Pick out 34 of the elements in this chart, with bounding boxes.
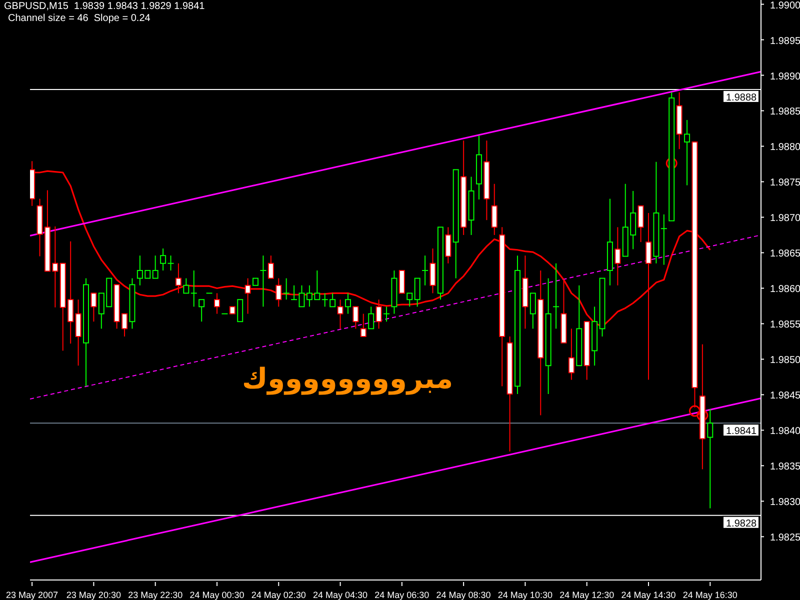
x-tick-label: 23 May 22:30 — [128, 590, 183, 600]
y-tick-label: 1.9890 — [770, 71, 800, 82]
x-tick-label: 24 May 02:30 — [251, 590, 306, 600]
x-tick-label: 24 May 16:30 — [682, 590, 738, 600]
x-tick-label: 24 May 10:30 — [498, 590, 552, 600]
x-tick-label: 23 May 2007 — [6, 590, 58, 600]
y-tick-label: 1.9870 — [770, 213, 800, 224]
x-tick-label: 24 May 06:30 — [374, 590, 430, 600]
x-tick-label: 24 May 08:30 — [436, 590, 491, 600]
x-tick-label: 24 May 12:30 — [560, 590, 614, 600]
y-tick-label: 1.9900 — [770, 0, 800, 12]
x-tick-label: 24 May 00:30 — [190, 590, 244, 600]
y-tick-label: 1.9895 — [770, 36, 800, 47]
annotation: Channel size = 46 Slope = 0.24 — [8, 13, 150, 24]
y-tick-label: 1.9830 — [770, 497, 800, 508]
x-tick-label: 24 May 04:30 — [313, 590, 368, 600]
y-tick-label: 1.9875 — [770, 178, 800, 189]
ref-line-label: 1.9841 — [726, 426, 758, 438]
ref-line-label: 1.9828 — [726, 518, 758, 530]
chart-title: GBPUSD,M15 1.9839 1.9843 1.9829 1.9841 — [4, 1, 205, 12]
y-tick-label: 1.9880 — [770, 142, 800, 154]
y-tick-label: 1.9860 — [770, 284, 800, 296]
annotation: مبرووووووووك — [240, 362, 454, 395]
y-tick-label: 1.9840 — [770, 426, 800, 438]
y-tick-label: 1.9855 — [770, 320, 800, 331]
x-tick-label: 23 May 20:30 — [66, 590, 121, 600]
ref-line-label: 1.9888 — [726, 92, 758, 104]
y-tick-label: 1.9850 — [770, 355, 800, 366]
x-tick-label: 24 May 14:30 — [621, 590, 676, 600]
y-tick-label: 1.9825 — [770, 532, 800, 544]
y-tick-label: 1.9885 — [770, 106, 800, 118]
y-tick-label: 1.9845 — [770, 390, 800, 402]
y-tick-label: 1.9865 — [770, 248, 800, 260]
y-tick-label: 1.9835 — [770, 462, 800, 473]
